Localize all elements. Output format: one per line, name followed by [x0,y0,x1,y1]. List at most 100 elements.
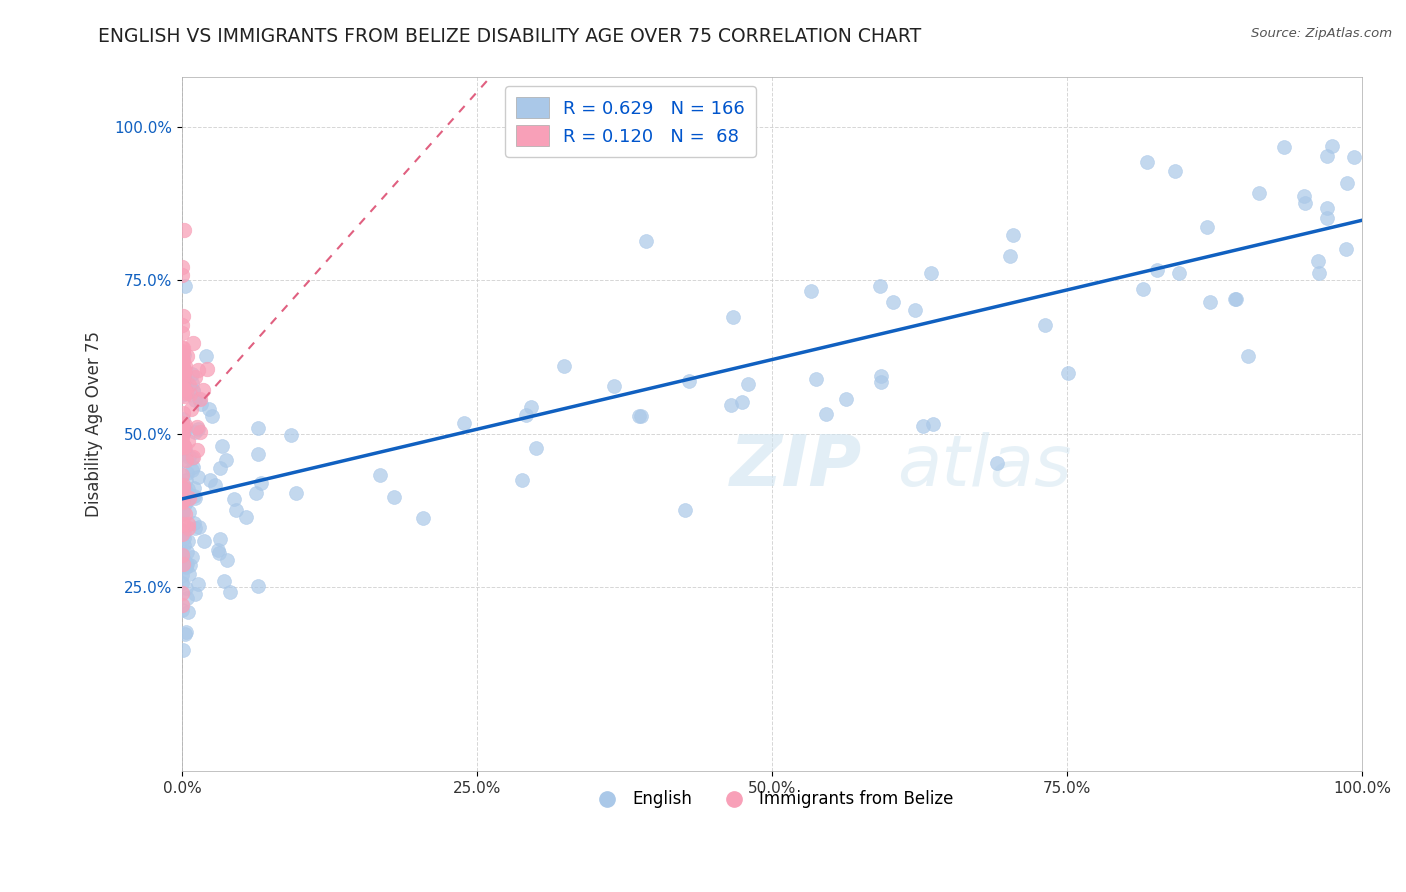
Point [804,372,827,386]
Point [172,431,194,445]
Point [1294,195,1316,210]
Point [1308,254,1330,268]
Point [172,318,194,333]
Point [1316,149,1339,163]
Point [215,452,238,467]
Point [177,378,200,392]
Point [208,546,231,560]
Point [193,533,215,548]
Point [869,279,891,293]
Point [911,419,934,434]
Point [1236,349,1258,363]
Point [181,459,204,474]
Point [181,367,204,381]
Point [207,542,229,557]
Point [172,417,194,432]
Point [195,362,218,376]
Point [211,439,233,453]
Point [172,425,194,440]
Point [173,389,195,403]
Point [172,548,194,562]
Point [174,560,197,574]
Point [1247,186,1270,200]
Point [176,494,198,508]
Point [209,532,232,546]
Point [174,624,197,639]
Point [215,553,238,567]
Point [636,235,658,249]
Point [172,576,194,591]
Point [172,526,194,541]
Point [172,359,194,373]
Point [173,491,195,506]
Point [172,547,194,561]
Point [181,463,204,477]
Point [173,442,195,457]
Point [280,427,302,442]
Point [174,423,197,437]
Point [920,266,942,280]
Point [176,466,198,480]
Point [177,450,200,464]
Point [176,545,198,559]
Point [173,482,195,496]
Point [181,335,204,350]
Point [1001,228,1024,243]
Point [172,341,194,355]
Point [176,487,198,501]
Point [172,422,194,436]
Point [250,475,273,490]
Point [172,479,194,493]
Point [814,407,837,421]
Point [184,587,207,601]
Point [245,486,267,500]
Point [177,533,200,548]
Point [186,442,208,457]
Point [177,505,200,519]
Point [174,581,197,595]
Point [184,392,207,407]
Point [204,477,226,491]
Point [172,446,194,460]
Point [172,412,194,426]
Point [870,368,893,383]
Point [181,383,204,397]
Point [524,442,547,456]
Point [225,502,247,516]
Point [181,384,204,398]
Point [173,359,195,374]
Point [172,437,194,451]
Point [172,484,194,499]
Point [187,422,209,436]
Text: atlas: atlas [897,432,1071,500]
Point [172,442,194,456]
Point [173,366,195,380]
Point [172,500,194,515]
Point [1334,242,1357,256]
Point [219,584,242,599]
Point [176,557,198,571]
Point [174,474,197,488]
Point [1199,294,1222,309]
Point [173,440,195,454]
Point [172,507,194,521]
Point [382,490,405,504]
Point [174,497,197,511]
Point [191,384,214,398]
Point [173,382,195,396]
Point [1316,211,1339,226]
Point [176,606,198,620]
Point [172,326,194,340]
Point [172,495,194,509]
Point [519,400,541,414]
Point [515,409,537,423]
Point [172,377,194,392]
Point [1292,188,1315,202]
Point [1225,292,1247,306]
Point [173,364,195,378]
Point [835,392,858,406]
Point [1272,139,1295,153]
Point [198,474,221,488]
Point [174,489,197,503]
Point [172,388,194,402]
